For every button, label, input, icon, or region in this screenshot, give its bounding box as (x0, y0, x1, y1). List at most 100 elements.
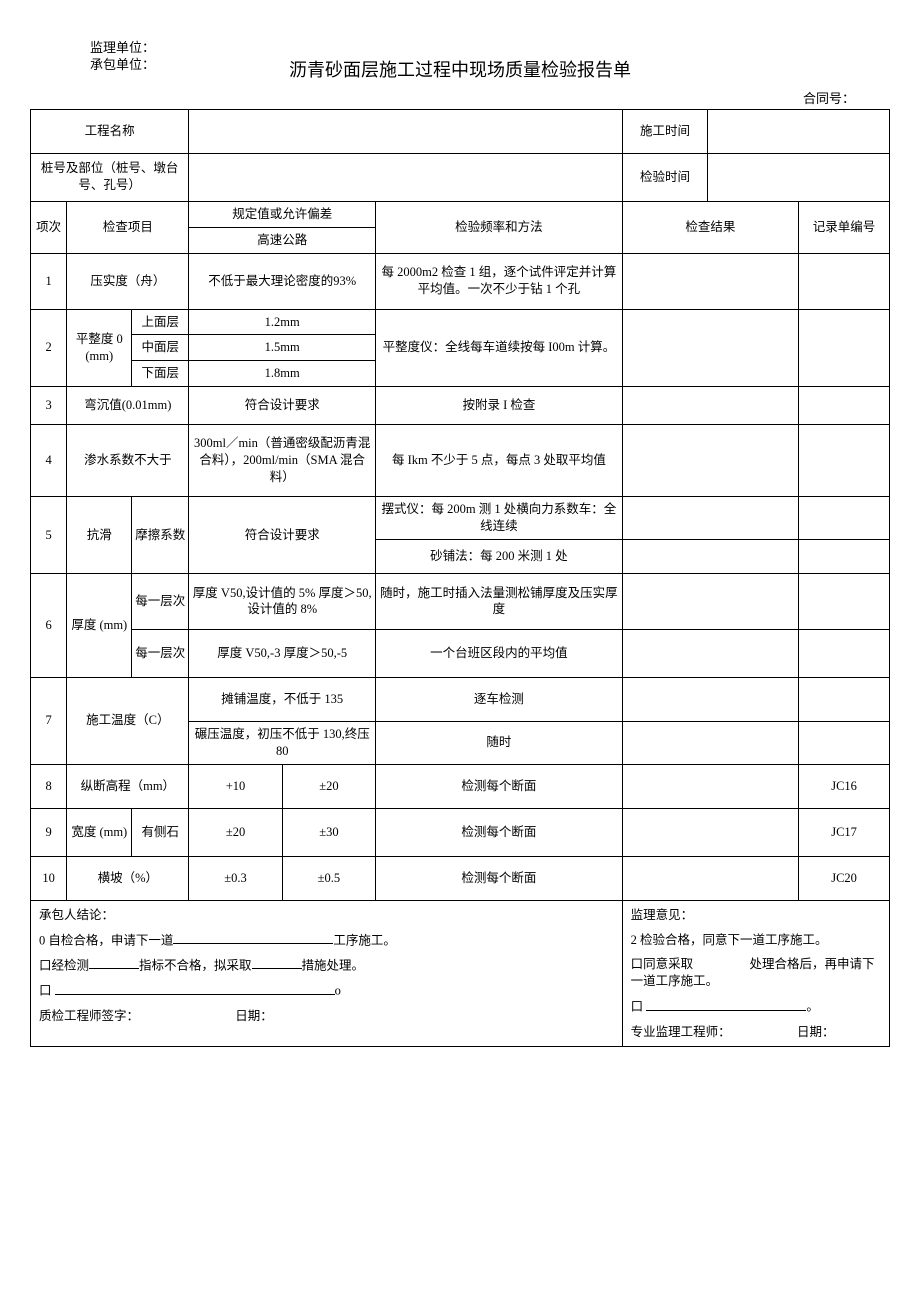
r2-c: 下面层 (132, 361, 189, 387)
inspection-table: 工程名称 施工时间 桩号及部位（桩号、墩台号、孔号） 检验时间 项次 检查项目 … (30, 109, 890, 1048)
r2-b: 中面层 (132, 335, 189, 361)
r9-method: 检测每个断面 (376, 808, 623, 856)
r6-bv: 厚度 V50,-3 厚度＞50,-5 (189, 629, 376, 677)
r6-res2 (622, 629, 798, 677)
r5-n: 5 (31, 497, 67, 574)
r4b: 日期： (797, 1025, 835, 1039)
r5-m2: 砂铺法：每 200 米测 1 处 (376, 539, 623, 573)
r5-res1 (622, 497, 798, 540)
construction-time-label: 施工时间 (622, 109, 708, 153)
r9-s2: ±30 (282, 808, 375, 856)
th-item: 检查项目 (67, 201, 189, 253)
r7-rec2 (799, 721, 890, 764)
r7-bv: 碾压温度，初压不低于 130,终压 80 (189, 721, 376, 764)
r1-n: 1 (31, 253, 67, 309)
r7-item: 施工温度（C） (67, 677, 189, 764)
r3: 口 (631, 1000, 644, 1014)
r8-item: 纵断高程（mm） (67, 764, 189, 808)
r5-rec1 (799, 497, 890, 540)
r7-av: 摊铺温度，不低于 135 (189, 677, 376, 721)
r6-rec1 (799, 573, 890, 629)
contract-label: 合同号： (30, 88, 855, 107)
r4-spec: 300ml／min（普通密级配沥青混合料），200ml/min（SMA 混合料） (189, 425, 376, 497)
r3-rec (799, 387, 890, 425)
contractor-conclusion: 承包人结论： 0 自检合格，申请下一道工序施工。 口经检测指标不合格，拟采取措施… (31, 900, 623, 1047)
r5-m1: 摆式仪：每 200m 测 1 处横向力系数车：全线连续 (376, 497, 623, 540)
th-spec-sub: 高速公路 (189, 227, 376, 253)
l2c: 措施处理。 (302, 958, 365, 972)
l2a: 口经检测 (39, 958, 89, 972)
r1-spec: 不低于最大理论密度的93% (189, 253, 376, 309)
r6-n: 6 (31, 573, 67, 677)
r9-result (622, 808, 798, 856)
r6-b: 每一层次 (132, 629, 189, 677)
r4-method: 每 Ikm 不少于 5 点，每点 3 处取平均值 (376, 425, 623, 497)
r10-s1: ±0.3 (189, 856, 282, 900)
r7-am: 逐车检测 (376, 677, 623, 721)
r6-res1 (622, 573, 798, 629)
r1-method: 每 2000m2 检查 1 组，逐个试件评定并计算平均值。一次不少于钻 1 个孔 (376, 253, 623, 309)
suffix-o: o (335, 984, 341, 998)
r8-n: 8 (31, 764, 67, 808)
pile-label: 桩号及部位（桩号、墩台号、孔号） (31, 153, 189, 201)
r2-n: 2 (31, 309, 67, 387)
r8-rec: JC16 (799, 764, 890, 808)
r4-rec (799, 425, 890, 497)
l2b: 指标不合格，拟采取 (139, 958, 252, 972)
r1-result (622, 253, 798, 309)
r2-bv: 1.5mm (189, 335, 376, 361)
supervisor-opinion: 监理意见： 2 检验合格，同意下一道工序施工。 口同意采取 处理合格后，再申请下… (622, 900, 889, 1047)
r2-rec (799, 309, 890, 387)
pile-value (189, 153, 622, 201)
r7-bm: 随时 (376, 721, 623, 764)
r2-item: 平整度 0 (mm) (67, 309, 132, 387)
r9-s1: ±20 (189, 808, 282, 856)
l3: 口 (39, 984, 52, 998)
project-name-value (189, 109, 622, 153)
r5-item: 抗滑 (67, 497, 132, 574)
inspection-time-value (708, 153, 890, 201)
r4-item: 渗水系数不大于 (67, 425, 189, 497)
construction-time-value (708, 109, 890, 153)
th-seq: 项次 (31, 201, 67, 253)
supervisor-label: 监理单位： (90, 40, 890, 57)
r6-rec2 (799, 629, 890, 677)
r2-method: 平整度仪：全线每车道续按每 I00m 计算。 (376, 309, 623, 387)
l1b: 工序施工。 (333, 933, 396, 947)
r9-n: 9 (31, 808, 67, 856)
r9-rec: JC17 (799, 808, 890, 856)
r10-item: 横坡（%） (67, 856, 189, 900)
r6-item: 厚度 (mm) (67, 573, 132, 677)
r4-n: 4 (31, 425, 67, 497)
r5-res2 (622, 539, 798, 573)
r7-res1 (622, 677, 798, 721)
r9-item: 宽度 (mm) (67, 808, 132, 856)
left-title: 承包人结论： (39, 907, 614, 924)
r2-cv: 1.8mm (189, 361, 376, 387)
r3-n: 3 (31, 387, 67, 425)
r6-bm: 一个台班区段内的平均值 (376, 629, 623, 677)
r8-s1: +10 (189, 764, 282, 808)
right-title: 监理意见： (631, 907, 881, 924)
r1-item: 压实度（舟） (67, 253, 189, 309)
r2-av: 1.2mm (189, 309, 376, 335)
r4-result (622, 425, 798, 497)
r5-spec: 符合设计要求 (189, 497, 376, 574)
r7-res2 (622, 721, 798, 764)
r7-rec1 (799, 677, 890, 721)
r1-rec (799, 253, 890, 309)
r7-n: 7 (31, 677, 67, 764)
r5-sub: 摩擦系数 (132, 497, 189, 574)
r1: 2 检验合格，同意下一道工序施工。 (631, 932, 881, 949)
r10-n: 10 (31, 856, 67, 900)
r4a: 专业监理工程师： (631, 1025, 731, 1039)
r10-method: 检测每个断面 (376, 856, 623, 900)
r3-spec: 符合设计要求 (189, 387, 376, 425)
page-title: 沥青砂面层施工过程中现场质量检验报告单 (30, 56, 890, 82)
r5-rec2 (799, 539, 890, 573)
th-result: 检查结果 (622, 201, 798, 253)
r8-result (622, 764, 798, 808)
r2-a: 上面层 (132, 309, 189, 335)
r10-rec: JC20 (799, 856, 890, 900)
r6-av: 厚度 V50,设计值的 5% 厚度＞50,设计值的 8% (189, 573, 376, 629)
